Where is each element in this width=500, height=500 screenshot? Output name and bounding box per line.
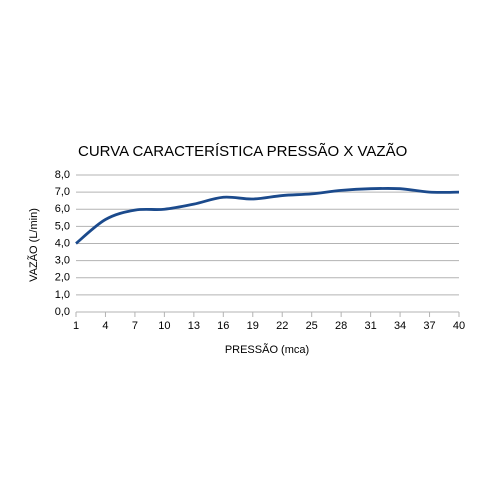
x-tick-label: 16 xyxy=(217,320,229,332)
x-tick-label: 31 xyxy=(364,320,376,332)
chart-title: CURVA CARACTERÍSTICA PRESSÃO X VAZÃO xyxy=(78,143,407,160)
y-tick-label: 6,0 xyxy=(55,203,70,215)
y-tick-label: 7,0 xyxy=(55,186,70,198)
y-tick-label: 1,0 xyxy=(55,289,70,301)
x-tick-label: 7 xyxy=(132,320,138,332)
x-tick-label: 25 xyxy=(306,320,318,332)
x-tick-label: 1 xyxy=(73,320,79,332)
x-tick-label: 37 xyxy=(423,320,435,332)
x-tick-label: 4 xyxy=(102,320,108,332)
x-tick-label: 28 xyxy=(335,320,347,332)
y-tick-label: 0,0 xyxy=(55,306,70,318)
y-tick-label: 3,0 xyxy=(55,255,70,267)
y-tick-label: 5,0 xyxy=(55,220,70,232)
y-axis-label: VAZÃO (L/min) xyxy=(27,208,40,282)
x-tick-label: 40 xyxy=(453,320,465,332)
y-tick-label: 8,0 xyxy=(55,169,70,181)
x-tick-label: 10 xyxy=(158,320,170,332)
y-tick-label: 2,0 xyxy=(55,272,70,284)
x-axis-label: PRESSÃO (mca) xyxy=(225,343,309,356)
y-tick-label: 4,0 xyxy=(55,237,70,249)
data-line xyxy=(75,186,460,245)
x-tick-label: 34 xyxy=(394,320,406,332)
x-tick-label: 13 xyxy=(188,320,200,332)
x-tick-label: 19 xyxy=(247,320,259,332)
x-tick-label: 22 xyxy=(276,320,288,332)
